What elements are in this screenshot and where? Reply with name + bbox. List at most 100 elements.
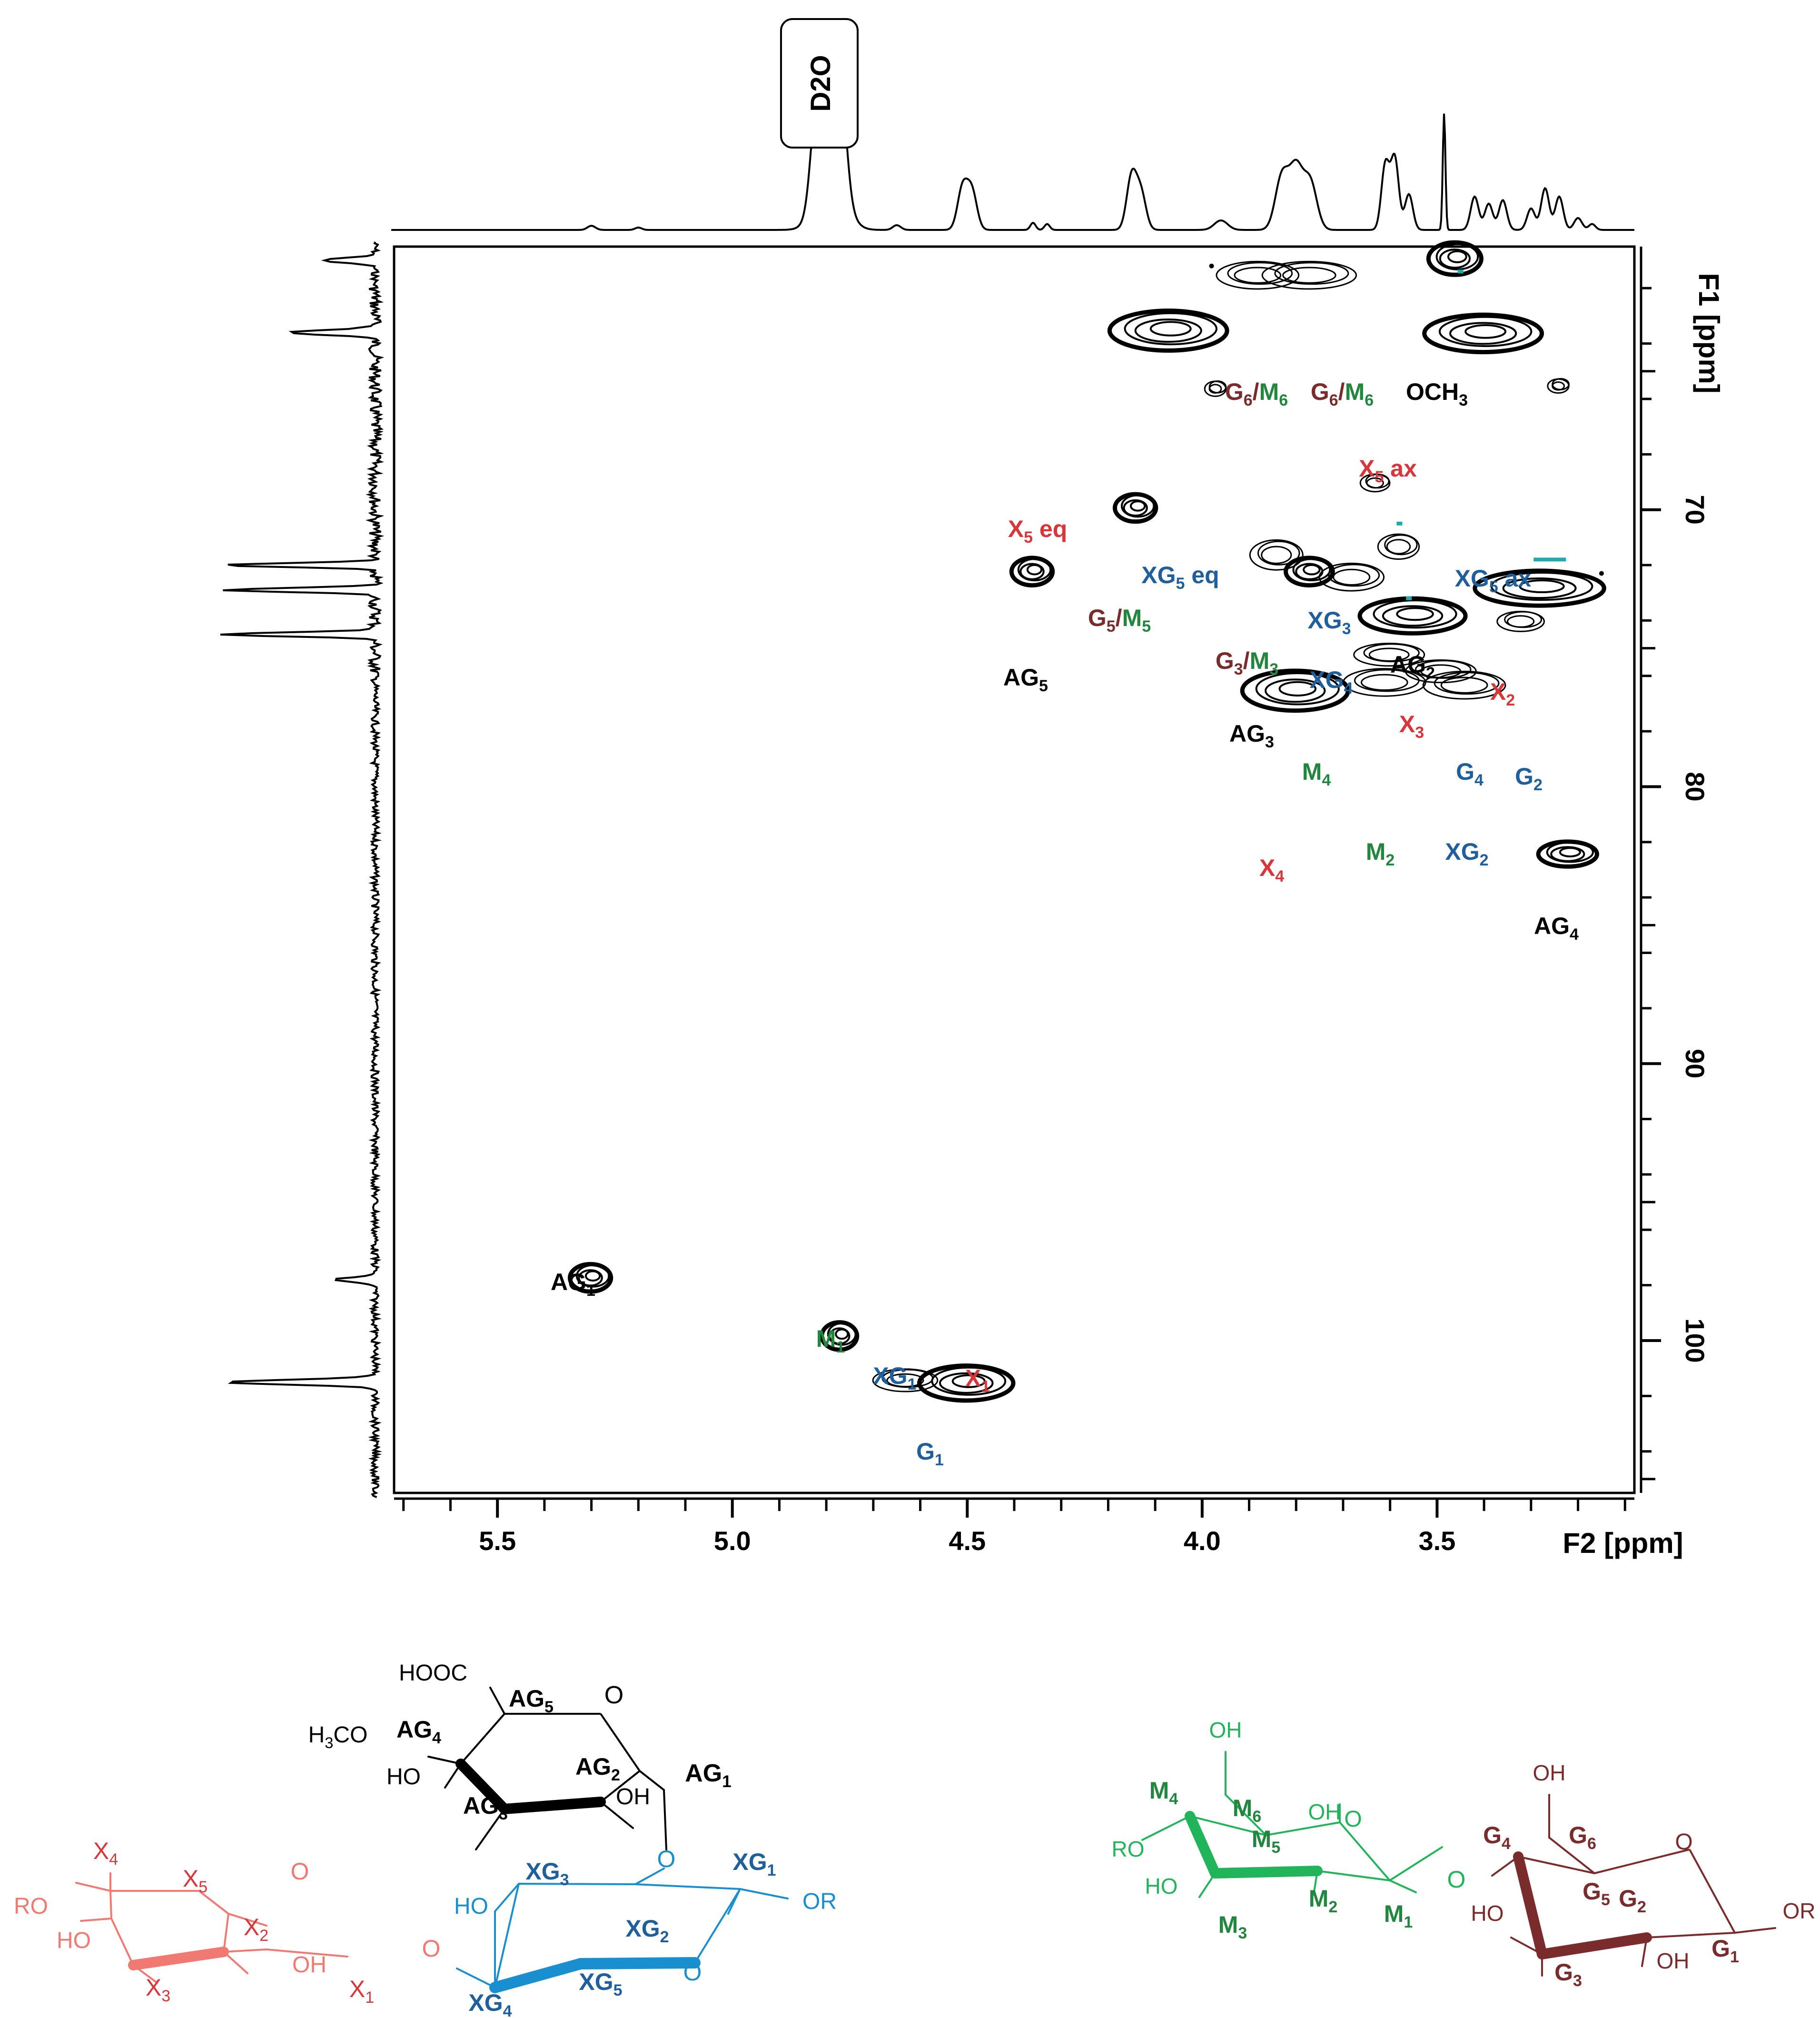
bond	[1734, 1927, 1776, 1934]
contour-ring	[939, 1372, 994, 1394]
structure-label: RO	[1112, 1837, 1145, 1861]
structure-label: XG1	[732, 1849, 776, 1879]
contour-ring	[575, 1264, 610, 1288]
f2-axis: 5.5 5.0 4.5 4.0 3.5 F2 [ppm]	[394, 1497, 1683, 1559]
bond	[1389, 1879, 1417, 1893]
bond	[109, 1890, 112, 1919]
contour-ring	[917, 1363, 1016, 1403]
structure-label: AG4	[396, 1716, 441, 1747]
peak-label: M1	[816, 1325, 845, 1356]
bond	[635, 1883, 741, 1890]
structure-label: OH	[1533, 1760, 1566, 1785]
structure-label: OH	[1308, 1799, 1341, 1824]
contour-ring	[1439, 249, 1471, 269]
structure-label: OH	[1657, 1948, 1690, 1973]
contour-ring	[1204, 380, 1227, 397]
peak-label: XG2	[1445, 838, 1488, 869]
contour-ring	[1216, 260, 1300, 290]
contour-ring	[567, 1262, 613, 1294]
peak-label: XG5 eq	[1141, 562, 1219, 593]
bond	[223, 1948, 267, 1953]
structure-label: HO	[386, 1764, 421, 1789]
f1-projection-trace	[220, 241, 385, 1498]
peak-x5-eq	[1107, 308, 1229, 353]
contour-ring	[1447, 250, 1467, 263]
structure-label: XG5	[579, 1968, 622, 1999]
peak-och3	[1426, 240, 1484, 277]
contour-ring	[1502, 577, 1577, 599]
contour-ring	[827, 1322, 857, 1346]
bond	[1225, 1794, 1267, 1836]
structure-label: XG3	[525, 1858, 569, 1889]
glucuronic-ring	[455, 1713, 641, 1814]
bond	[663, 1789, 667, 1850]
bond	[1313, 1870, 1318, 1896]
structure-label: XG4	[468, 1989, 512, 2018]
contour-ring	[1377, 533, 1420, 560]
contour-ring	[1422, 670, 1506, 700]
bold-bond	[1513, 1851, 1547, 1959]
structure-label: RO	[14, 1894, 48, 1919]
contour-ring	[829, 1327, 851, 1345]
contour-ring	[1017, 558, 1052, 582]
structure-label: X1	[349, 1976, 374, 2007]
peak-ag4	[1536, 839, 1599, 869]
bond	[727, 1888, 741, 1915]
peak-g6-m6-b	[1261, 260, 1357, 290]
contour-peaks	[567, 240, 1606, 1403]
peak-label: AG1	[551, 1269, 595, 1300]
bold-bond	[1537, 1932, 1652, 1959]
structure-label: G1	[1711, 1935, 1739, 1966]
structure-label: O	[683, 1959, 702, 1986]
f1-axis-ticks: 70 80 90 100	[1640, 247, 1710, 1493]
glucose-ring	[1513, 1849, 1736, 1959]
peak-x5-ax	[1422, 312, 1544, 355]
peak-label: X3	[1399, 711, 1424, 742]
peak-xg3	[1359, 473, 1391, 493]
contour-ring	[1422, 312, 1544, 355]
contour-ring	[1107, 308, 1229, 353]
bond	[475, 1808, 505, 1850]
peak-m4	[1353, 643, 1425, 667]
bond	[1189, 1815, 1266, 1836]
contour-ring	[1261, 546, 1292, 564]
contour-ring	[1120, 494, 1155, 518]
peak-label: AG4	[1534, 913, 1579, 944]
d2o-callout: D2O	[780, 18, 859, 149]
bond	[1548, 1837, 1595, 1874]
structure-label: G5	[1583, 1878, 1610, 1909]
structure-label: OH	[292, 1952, 326, 1978]
contour-ring	[1434, 672, 1500, 695]
peak-xg2	[1422, 670, 1506, 700]
peak-label: G5/M5	[1088, 605, 1151, 636]
structure-label: HO	[454, 1894, 488, 1919]
peak-g5-m5	[1112, 492, 1158, 524]
contour-ring	[1282, 267, 1336, 284]
contour-ring	[1384, 534, 1418, 556]
contour-ring	[1354, 669, 1420, 692]
peak-ag3	[1284, 556, 1335, 587]
peak-label: X2	[1490, 678, 1515, 709]
peak-label: G1	[916, 1438, 944, 1469]
d2o-callout-box	[780, 18, 859, 149]
contour-ring	[1357, 596, 1468, 636]
peak-label: XG3	[1307, 607, 1351, 638]
contour-ring	[1255, 672, 1340, 706]
contour-ring	[1360, 674, 1408, 691]
peak-m1	[820, 1320, 860, 1352]
contour-ring	[1112, 492, 1158, 524]
bond	[1266, 1821, 1340, 1836]
f2-tick-label: 5.0	[714, 1526, 751, 1556]
contour-ring	[1435, 243, 1479, 270]
peak-label: G6/M6	[1311, 378, 1374, 409]
bond	[223, 1913, 229, 1952]
peak-label: G3/M3	[1216, 647, 1278, 678]
contour-ring	[1490, 571, 1593, 601]
peak-label: M2	[1366, 838, 1395, 869]
f2-projection-spectrum: D2O	[391, 18, 1634, 231]
bond	[456, 1968, 496, 1988]
contour-ring	[1227, 262, 1293, 285]
bold-bond	[455, 1759, 510, 1814]
